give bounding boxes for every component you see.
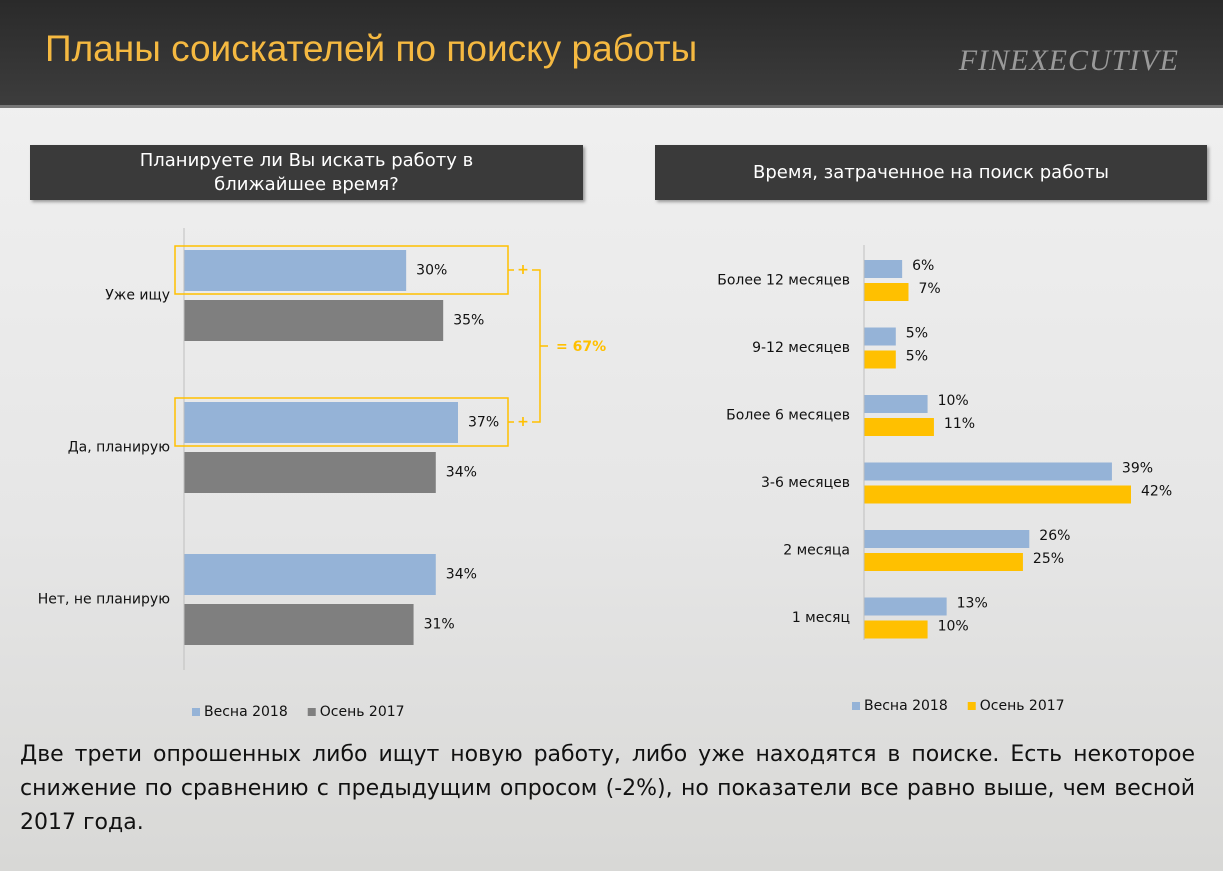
value-label: 31% (424, 617, 455, 633)
bar (864, 553, 1023, 571)
legend-label: Весна 2018 (204, 704, 288, 720)
chart-title: Планируете ли Вы искать работу в ближайш… (30, 145, 583, 200)
annotation: = 67% (556, 339, 606, 355)
bar (184, 554, 436, 595)
legend-swatch (307, 708, 316, 716)
bar (184, 452, 436, 493)
bar (864, 530, 1030, 548)
value-label: 5% (906, 349, 928, 365)
legend-label: Осень 2017 (980, 698, 1065, 714)
legend-swatch (967, 702, 976, 710)
category-label: Да, планирую (68, 440, 171, 456)
value-label: 5% (906, 326, 928, 342)
bar (864, 620, 928, 639)
bar (864, 485, 1131, 504)
category-label: Более 12 месяцев (717, 273, 850, 289)
bar (864, 350, 896, 369)
bar (184, 402, 458, 443)
footer-text: Две трети опрошенных либо ищут новую раб… (20, 742, 1195, 835)
bar (864, 260, 903, 278)
value-label: 25% (1033, 551, 1064, 567)
category-label: Нет, не планирую (38, 592, 171, 608)
category-label: Уже ищу (105, 288, 170, 304)
category-label: Более 6 месяцев (726, 408, 850, 424)
annotation: + (517, 262, 529, 278)
bar (184, 300, 444, 341)
category-label: 3-6 месяцев (761, 475, 850, 491)
value-label: 42% (1141, 484, 1172, 500)
annotation: + (517, 414, 529, 430)
value-label: 13% (957, 596, 988, 612)
bar (184, 250, 407, 291)
legend-swatch (192, 708, 200, 716)
bar (864, 597, 947, 616)
logo: FINEXECUTIVE (958, 44, 1179, 77)
value-label: 26% (1039, 528, 1070, 544)
value-label: 34% (446, 465, 477, 481)
value-label: 39% (1122, 461, 1153, 477)
legend-swatch (852, 702, 860, 710)
category-label: 2 месяца (783, 543, 850, 559)
bar (184, 604, 414, 645)
value-label: 30% (416, 263, 447, 279)
value-label: 35% (453, 313, 484, 329)
value-label: 7% (919, 281, 941, 297)
legend-label: Осень 2017 (320, 704, 405, 720)
value-label: 11% (944, 416, 975, 432)
bracket (532, 269, 548, 423)
header: Планы соискателей по поиску работы FINEX… (0, 0, 1223, 108)
value-label: 34% (446, 567, 477, 583)
value-label: 10% (938, 393, 969, 409)
slide-title: Планы соискателей по поиску работы (45, 28, 698, 69)
bar (864, 462, 1112, 481)
chart-title: Время, затраченное на поиск работы (655, 145, 1207, 200)
category-label: 9-12 месяцев (752, 340, 850, 356)
value-label: 6% (912, 258, 934, 274)
bar (864, 418, 934, 436)
value-label: 37% (468, 415, 499, 431)
bar (864, 395, 928, 413)
category-label: 1 месяц (792, 610, 850, 626)
legend-label: Весна 2018 (864, 698, 948, 714)
bar (864, 327, 896, 346)
value-label: 10% (938, 619, 969, 635)
bar (864, 283, 909, 301)
